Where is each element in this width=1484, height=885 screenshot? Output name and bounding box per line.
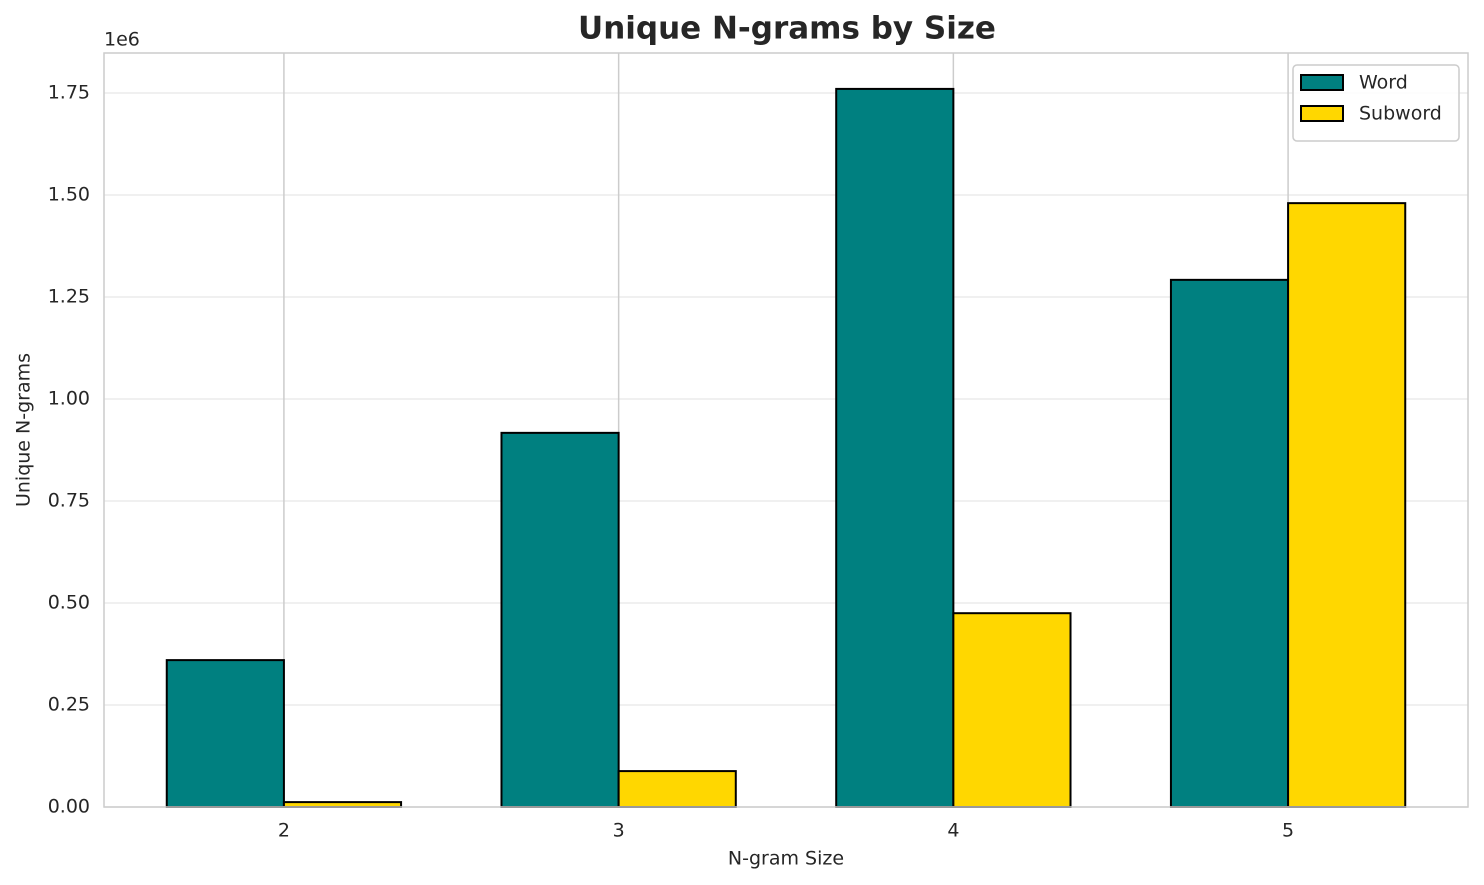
bar	[835, 87, 955, 808]
y-offset-label: 1e6	[104, 29, 140, 51]
y-tick-label: 1.25	[48, 285, 90, 307]
bar	[1169, 278, 1290, 808]
x-tick-label: 4	[947, 820, 959, 842]
y-tick-label: 0.75	[48, 489, 90, 511]
y-axis-label: Unique N-grams	[13, 353, 35, 507]
bar	[1287, 202, 1407, 809]
chart-title: Unique N-grams by Size	[578, 11, 996, 47]
y-tick-label: 1.50	[48, 183, 90, 205]
bar	[952, 612, 1072, 808]
bar	[500, 431, 620, 808]
legend-label: Word	[1359, 72, 1408, 94]
x-tick-label: 2	[278, 820, 290, 842]
y-tick-label: 1.00	[48, 387, 90, 409]
legend-label: Subword	[1359, 103, 1442, 125]
bar	[617, 770, 737, 808]
y-tick-label: 1.75	[48, 81, 90, 103]
y-tick-label: 0.25	[48, 693, 90, 715]
x-tick-label: 5	[1282, 820, 1294, 842]
y-tick-label: 0.50	[48, 591, 90, 613]
plot-frame	[103, 52, 1469, 808]
legend-swatch	[1300, 105, 1344, 122]
x-tick-label: 3	[613, 820, 625, 842]
x-axis-label: N-gram Size	[728, 848, 844, 870]
y-tick-label: 0.00	[48, 796, 90, 818]
legend-swatch	[1300, 74, 1344, 91]
bar	[165, 659, 285, 808]
